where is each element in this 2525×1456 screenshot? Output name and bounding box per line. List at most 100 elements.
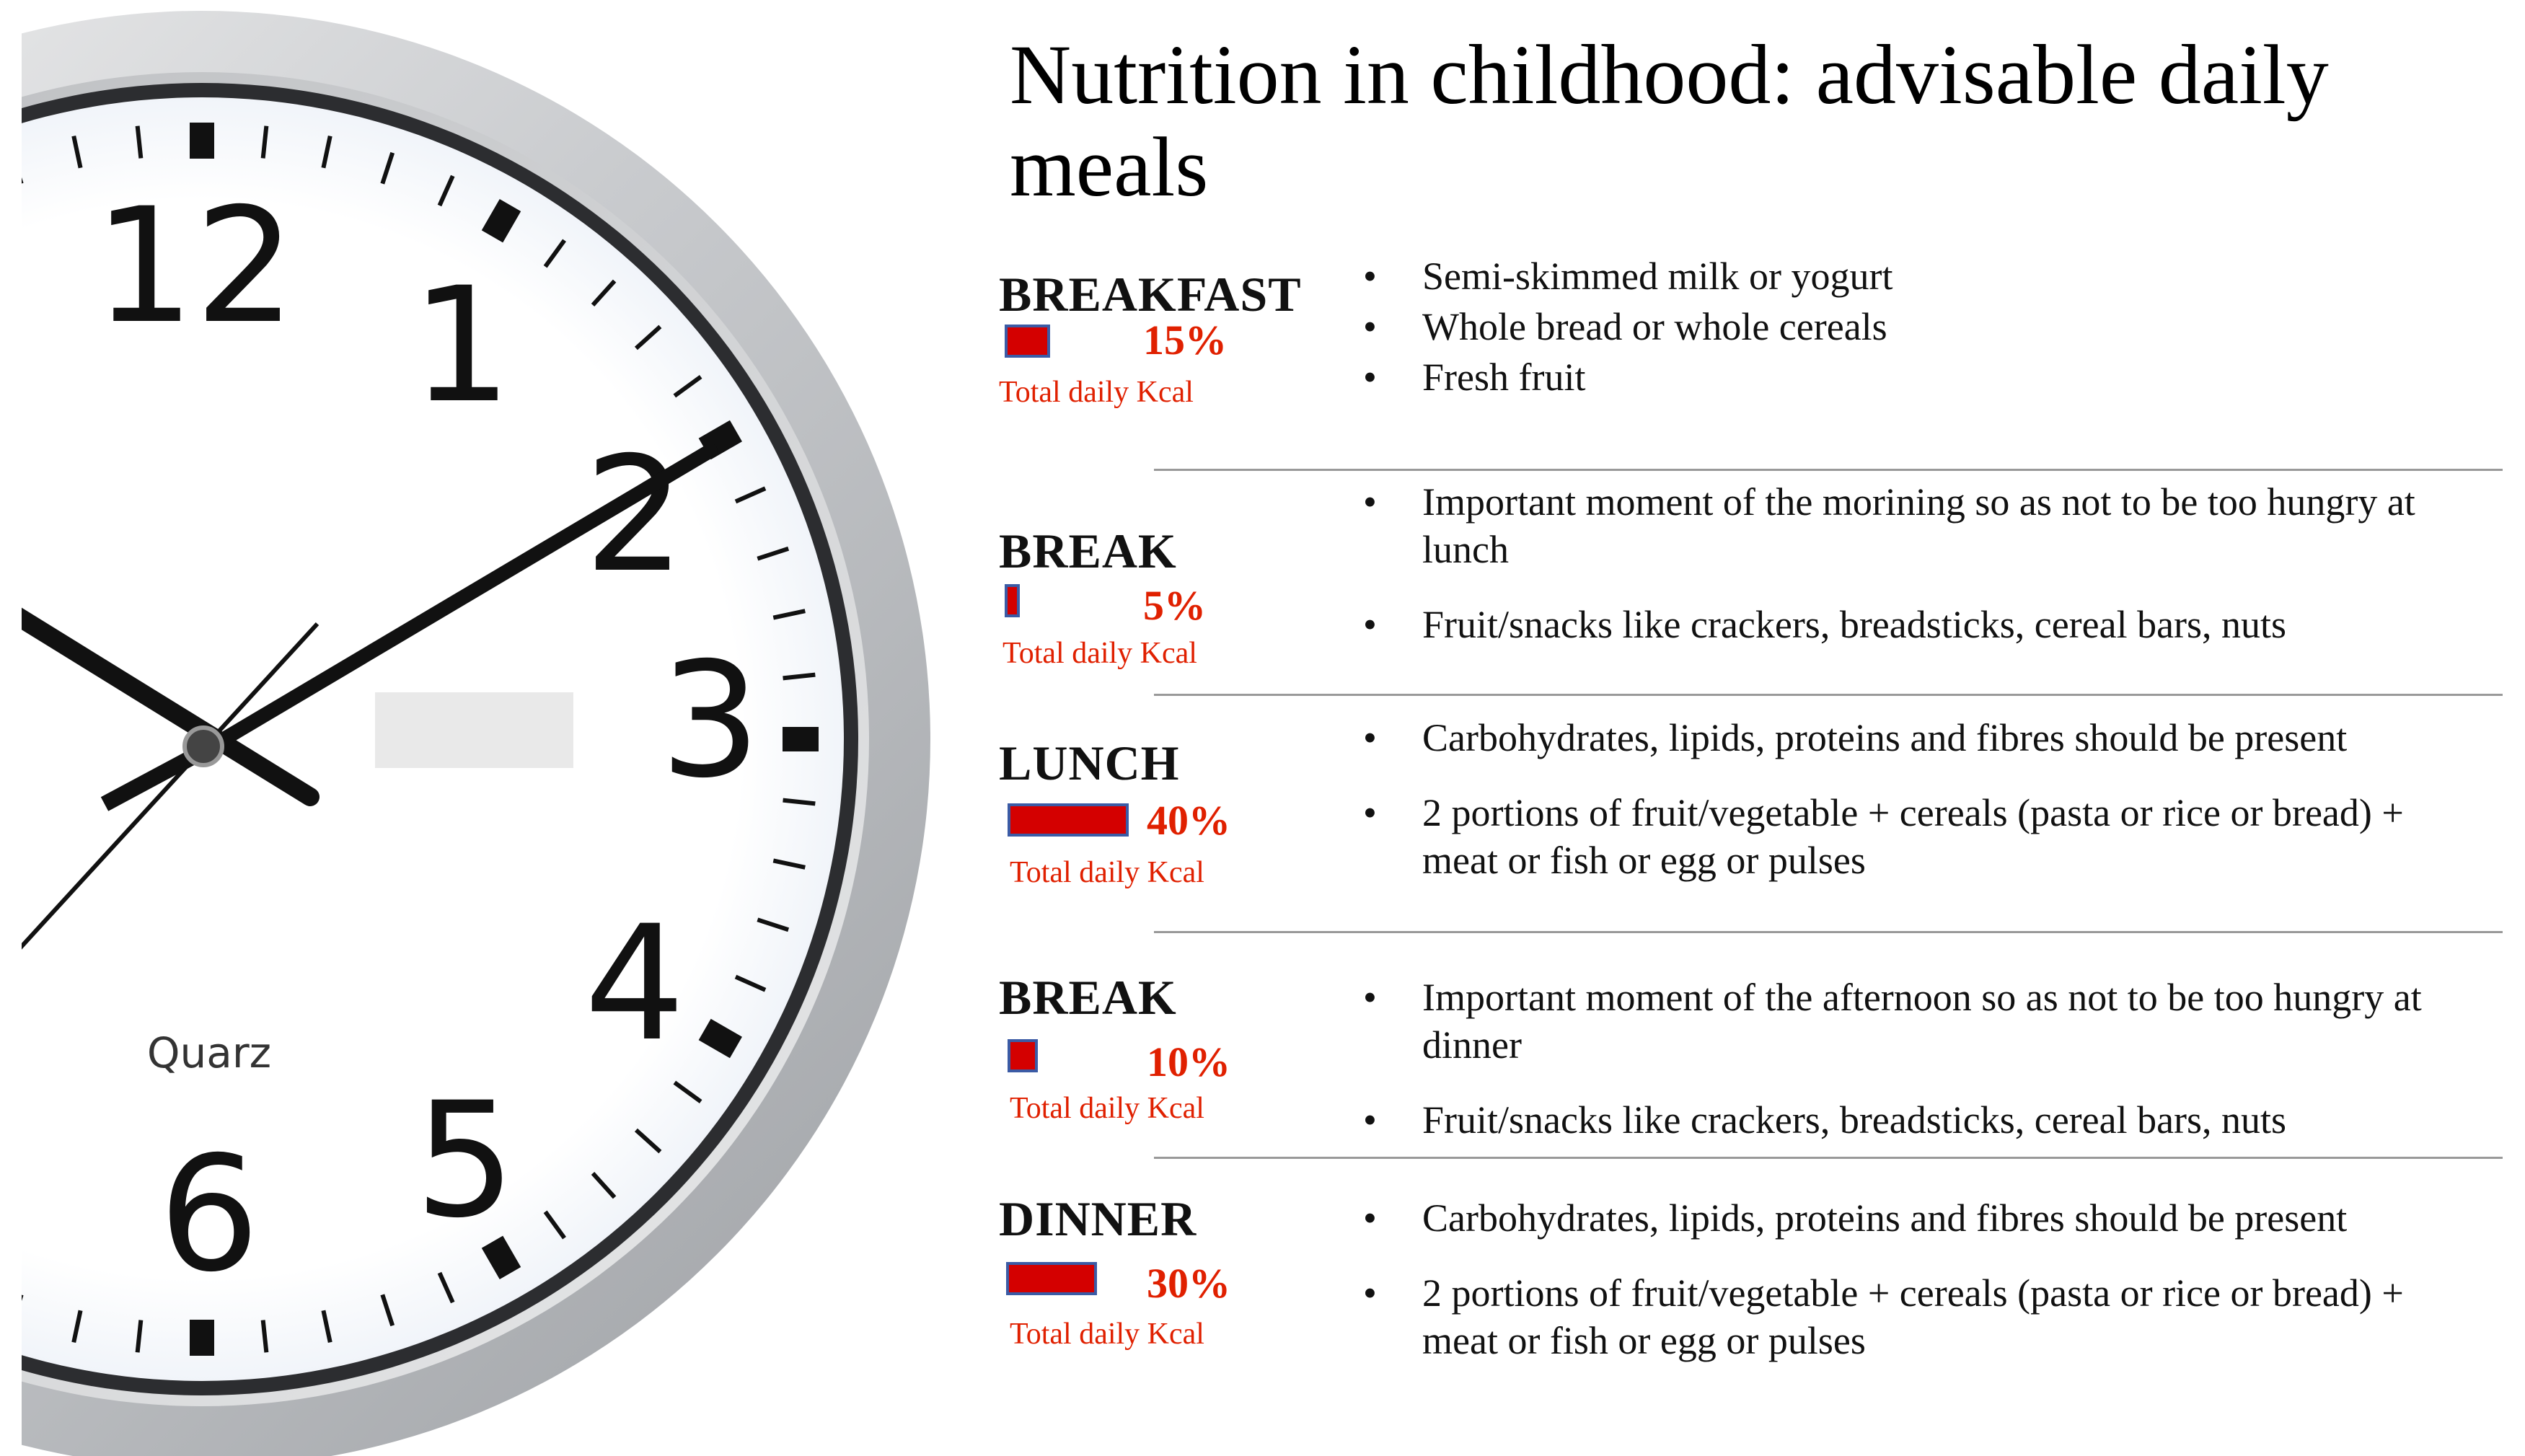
meal-items-afternoon-break: • Important moment of the afternoon so as… [1356,974,2488,1144]
minute-tick [71,136,83,169]
numeral-4: 4 [584,891,685,1076]
bullet: • [1363,305,1377,348]
minute-tick [321,136,332,169]
kcal-label: Total daily Kcal [1010,1318,1204,1351]
minute-tick [22,1294,24,1302]
clock-tick-marks [22,123,819,1356]
numeral-1: 1 [411,253,512,438]
bullet: • [1363,1271,1377,1315]
minute-tick [22,177,24,184]
meal-name: BREAK [999,970,1177,1025]
minute-tick [380,1294,395,1327]
kcal-bar [1008,1039,1038,1072]
list-item: • Important moment of the morining so as … [1356,478,2488,573]
second-hand [22,622,320,950]
kcal-percent: 15% [1143,317,1227,363]
meal-name: BREAKFAST [999,267,1302,322]
divider [1154,694,2503,696]
meal-items-lunch: • Carbohydrates, lipids, proteins and fib… [1356,714,2488,884]
minute-tick [772,858,806,870]
kcal-label: Total daily Kcal [1010,1092,1204,1125]
meal-lunch: LUNCH 40% Total daily Kcal [999,734,1230,889]
minute-tick [260,1320,269,1353]
kcal-label: Total daily Kcal [1002,637,1197,670]
minute-tick [135,125,144,159]
minute-tick [634,1128,662,1154]
minute-tick [673,375,702,398]
page-title: Nutrition in childhood: advisable daily … [1010,27,2329,214]
meal-items-breakfast: • Semi-skimmed milk or yogurt • Whole brea… [1356,252,2488,401]
clock-numerals: 12 1 2 3 4 5 6 [94,174,761,1307]
numeral-5: 5 [415,1068,516,1253]
kcal-bar [1005,584,1020,617]
bullet: • [1363,791,1377,834]
minute-tick [772,609,806,620]
meal-items-morning-break: • Important moment of the morining so as … [1356,478,2488,648]
minute-tick [135,1320,144,1353]
hour-hand [22,607,320,806]
list-item: • Carbohydrates, lipids, proteins and fib… [1356,714,2488,762]
list-item: • Fruit/snacks like crackers, breadsticks… [1356,1096,2488,1144]
kcal-percent: 40% [1147,797,1230,844]
bullet: • [1363,1196,1377,1240]
clock-brand-label: Quarz [147,1028,271,1077]
bullet: • [1363,480,1377,524]
kcal-bar [1005,325,1050,358]
minute-tick [757,917,790,932]
hour-tick [698,1018,742,1059]
list-item: • Whole bread or whole cereals [1356,303,2488,350]
bullet: • [1363,716,1377,759]
meal-name: BREAK [999,524,1177,578]
list-item: • Carbohydrates, lipids, proteins and fib… [1356,1194,2488,1242]
minute-tick [321,1310,332,1343]
list-item: • Important moment of the afternoon so as… [1356,974,2488,1069]
list-item: • 2 portions of fruit/vegetable + cereals… [1356,1269,2488,1364]
list-item: • 2 portions of fruit/vegetable + cereals… [1356,789,2488,884]
hour-tick [481,1235,521,1279]
bullet: • [1363,255,1377,298]
minute-tick [673,1080,702,1103]
minute-tick [591,1171,617,1199]
list-item: • Fresh fruit [1356,353,2488,401]
numeral-12: 12 [94,174,296,358]
divider [1154,1157,2503,1159]
meal-morning-break: BREAK 5% Total daily Kcal [999,522,1206,670]
list-item: • Semi-skimmed milk or yogurt [1356,252,2488,300]
minute-tick [734,486,767,504]
hour-tick [481,199,521,243]
bullet: • [1363,976,1377,1019]
minute-tick [543,239,566,268]
date-window [375,692,573,768]
minute-hand [198,444,718,757]
kcal-bar [1008,803,1129,837]
wall-clock-illustration: 12 1 2 3 4 5 6 Quarz [22,11,930,1456]
kcal-label: Total daily Kcal [999,376,1194,409]
minute-tick [437,1271,455,1304]
meal-breakfast: BREAKFAST 15% Total daily Kcal [999,265,1302,409]
meal-name: DINNER [999,1191,1197,1246]
minute-tick [783,798,816,806]
minute-tick [71,1310,83,1343]
list-item: • Fruit/snacks like crackers, breadsticks… [1356,601,2488,648]
meal-dinner: DINNER 30% Total daily Kcal [999,1190,1230,1351]
meal-name: LUNCH [999,736,1180,790]
minute-tick [380,151,395,185]
divider [1154,469,2503,471]
kcal-percent: 30% [1147,1260,1230,1307]
bullet: • [1363,356,1377,399]
minute-tick [260,125,269,159]
minute-tick [591,279,617,307]
kcal-bar [1006,1262,1097,1295]
meal-items-dinner: • Carbohydrates, lipids, proteins and fib… [1356,1194,2488,1364]
meal-afternoon-break: BREAK 10% Total daily Kcal [999,969,1230,1125]
divider [1154,931,2503,933]
bullet: • [1363,603,1377,646]
clock-center-cap [182,725,224,767]
numeral-6: 6 [159,1122,260,1307]
minute-tick [437,175,455,207]
minute-tick [757,546,790,561]
minute-tick [783,672,816,681]
minute-tick [543,1210,566,1240]
minute-tick [734,974,767,992]
kcal-percent: 5% [1143,582,1206,629]
